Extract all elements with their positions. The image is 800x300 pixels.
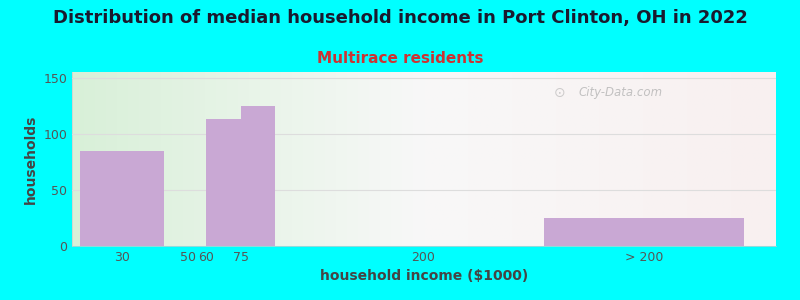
Y-axis label: households: households <box>24 114 38 204</box>
Bar <box>80 151 164 246</box>
Bar <box>544 218 744 246</box>
Bar <box>241 106 275 246</box>
Text: ⊙: ⊙ <box>554 86 566 100</box>
Text: City-Data.com: City-Data.com <box>579 86 663 99</box>
Bar <box>206 119 241 246</box>
X-axis label: household income ($1000): household income ($1000) <box>320 269 528 284</box>
Text: Multirace residents: Multirace residents <box>317 51 483 66</box>
Text: Distribution of median household income in Port Clinton, OH in 2022: Distribution of median household income … <box>53 9 747 27</box>
